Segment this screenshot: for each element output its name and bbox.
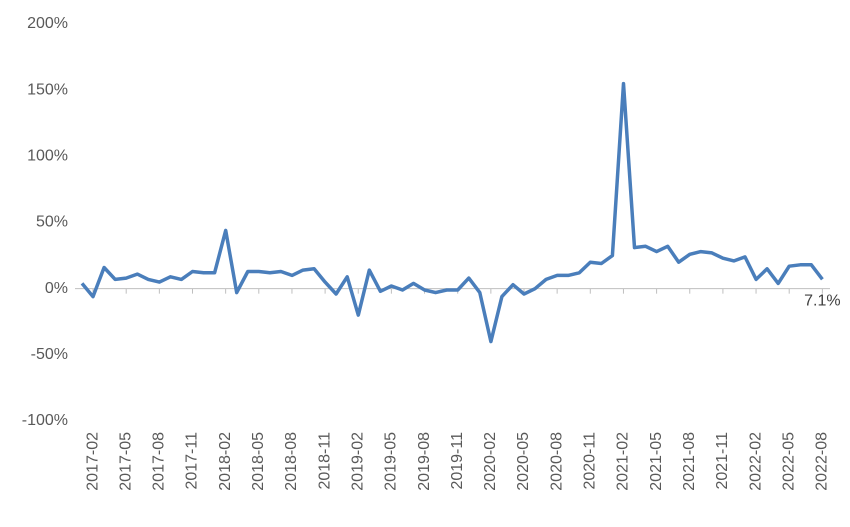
y-tick-label: 150%: [27, 81, 68, 98]
y-tick-label: 100%: [27, 148, 68, 165]
x-tick-label: 2020-02: [482, 432, 499, 491]
x-tick-label: 2019-05: [383, 432, 400, 491]
x-tick-label: 2018-11: [316, 432, 333, 490]
x-tick-label: 2017-02: [84, 432, 101, 491]
x-tick-label: 2020-05: [515, 432, 532, 491]
x-tick-label: 2021-11: [714, 432, 731, 490]
x-tick-label: 2019-11: [449, 432, 466, 490]
x-tick-label: 2021-05: [648, 432, 665, 491]
y-tick-label: 200%: [27, 15, 68, 32]
x-tick-label: 2017-08: [151, 432, 168, 491]
x-tick-label: 2018-02: [217, 432, 234, 491]
x-tick-label: 2017-05: [117, 432, 134, 491]
x-tick-label: 2022-02: [747, 432, 764, 491]
x-tick-label: 2021-08: [681, 432, 698, 491]
y-tick-label: -50%: [31, 346, 68, 363]
y-tick-label: 50%: [36, 214, 68, 231]
y-tick-label: 0%: [45, 280, 68, 297]
y-tick-label: -100%: [22, 412, 68, 429]
x-tick-label: 2019-02: [349, 432, 366, 491]
x-tick-label: 2021-02: [615, 432, 632, 491]
x-tick-label: 2018-08: [283, 432, 300, 491]
x-tick-label: 2017-11: [184, 432, 201, 490]
data-line: [80, 81, 824, 344]
data-label: 7.1%: [804, 292, 840, 309]
x-tick-label: 2020-08: [548, 432, 565, 491]
x-tick-label: 2020-11: [582, 432, 599, 490]
x-tick-label: 2018-05: [250, 432, 267, 491]
x-tick-label: 2019-08: [416, 432, 433, 491]
x-tick-label: 2022-08: [814, 432, 831, 491]
x-tick-label: 2022-05: [780, 432, 797, 491]
